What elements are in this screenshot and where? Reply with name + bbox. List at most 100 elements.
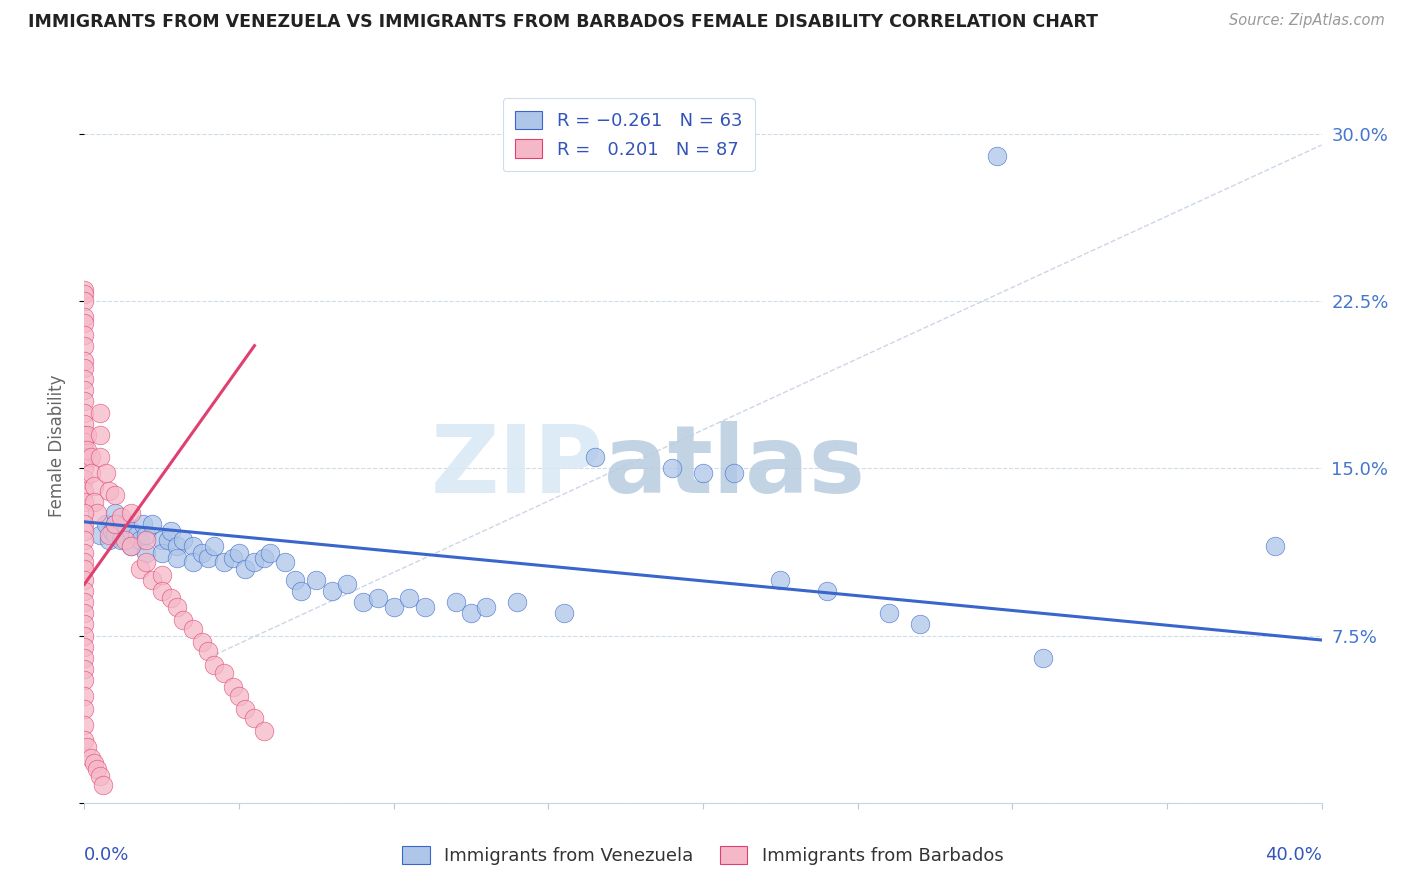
Legend: R = −0.261   N = 63, R =   0.201   N = 87: R = −0.261 N = 63, R = 0.201 N = 87 — [502, 98, 755, 171]
Point — [83, 494, 105, 508]
Point — [135, 555, 157, 569]
Point — [160, 591, 183, 605]
Point — [73, 562, 96, 576]
Point — [382, 599, 405, 614]
Point — [110, 510, 132, 524]
Point — [243, 711, 266, 725]
Point — [98, 533, 121, 547]
Point — [202, 539, 225, 553]
Point — [120, 539, 142, 553]
Point — [73, 533, 96, 547]
Point — [367, 591, 389, 605]
Point — [132, 517, 155, 532]
Text: 0.0%: 0.0% — [84, 846, 129, 863]
Point — [769, 573, 792, 587]
Point — [135, 546, 157, 560]
Point — [89, 405, 111, 420]
Point — [104, 517, 127, 532]
Point — [73, 546, 96, 560]
Point — [166, 599, 188, 614]
Legend: Immigrants from Venezuela, Immigrants from Barbados: Immigrants from Venezuela, Immigrants fr… — [394, 837, 1012, 874]
Point — [76, 427, 98, 442]
Point — [94, 517, 117, 532]
Point — [83, 756, 105, 770]
Point — [98, 483, 121, 498]
Point — [553, 607, 575, 621]
Point — [73, 524, 96, 538]
Point — [110, 533, 132, 547]
Text: Source: ZipAtlas.com: Source: ZipAtlas.com — [1229, 13, 1385, 29]
Point — [73, 617, 96, 632]
Point — [506, 595, 529, 609]
Point — [79, 751, 101, 765]
Point — [73, 443, 96, 458]
Point — [73, 310, 96, 324]
Point — [228, 689, 250, 703]
Point — [197, 550, 219, 565]
Point — [191, 546, 214, 560]
Point — [73, 733, 96, 747]
Point — [274, 555, 297, 569]
Point — [815, 583, 838, 598]
Text: IMMIGRANTS FROM VENEZUELA VS IMMIGRANTS FROM BARBADOS FEMALE DISABILITY CORRELAT: IMMIGRANTS FROM VENEZUELA VS IMMIGRANTS … — [28, 13, 1098, 31]
Point — [73, 640, 96, 654]
Point — [73, 327, 96, 342]
Text: 40.0%: 40.0% — [1265, 846, 1322, 863]
Point — [212, 555, 235, 569]
Point — [305, 573, 328, 587]
Point — [101, 524, 124, 538]
Point — [1264, 539, 1286, 553]
Point — [114, 533, 136, 547]
Point — [321, 583, 343, 598]
Point — [336, 577, 359, 591]
Point — [908, 617, 931, 632]
Text: ZIP: ZIP — [432, 421, 605, 514]
Point — [89, 450, 111, 465]
Point — [120, 506, 142, 520]
Point — [86, 762, 108, 776]
Point — [141, 517, 163, 532]
Point — [73, 651, 96, 665]
Point — [104, 488, 127, 502]
Point — [166, 550, 188, 565]
Point — [253, 724, 276, 739]
Point — [73, 583, 96, 598]
Point — [104, 517, 127, 532]
Point — [73, 673, 96, 687]
Point — [73, 427, 96, 442]
Point — [166, 539, 188, 553]
Point — [86, 506, 108, 520]
Point — [398, 591, 420, 605]
Point — [94, 466, 117, 480]
Point — [160, 524, 183, 538]
Point — [129, 533, 152, 547]
Point — [73, 450, 96, 465]
Point — [76, 443, 98, 458]
Point — [172, 533, 194, 547]
Point — [114, 517, 136, 532]
Point — [352, 595, 374, 609]
Point — [444, 595, 467, 609]
Point — [89, 427, 111, 442]
Point — [73, 555, 96, 569]
Point — [475, 599, 498, 614]
Point — [89, 769, 111, 783]
Point — [73, 662, 96, 676]
Point — [73, 628, 96, 642]
Point — [73, 338, 96, 352]
Point — [191, 635, 214, 649]
Point — [172, 613, 194, 627]
Point — [692, 466, 714, 480]
Point — [104, 528, 127, 542]
Point — [197, 644, 219, 658]
Point — [73, 573, 96, 587]
Point — [73, 717, 96, 731]
Point — [73, 372, 96, 386]
Point — [73, 405, 96, 420]
Point — [73, 461, 96, 475]
Point — [135, 528, 157, 542]
Point — [73, 360, 96, 375]
Point — [284, 573, 307, 587]
Point — [1032, 651, 1054, 665]
Point — [79, 450, 101, 465]
